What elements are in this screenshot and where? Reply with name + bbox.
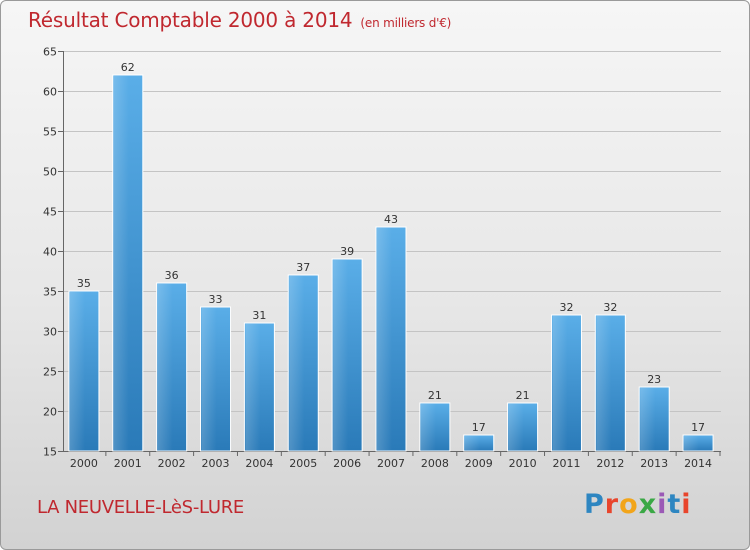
value-label-2011: 32 <box>559 301 573 314</box>
bar-shine <box>333 260 349 450</box>
bar-shine <box>508 404 524 450</box>
bar-shine <box>113 76 129 450</box>
y-tick-label: 35 <box>43 286 57 299</box>
y-tick-label: 55 <box>43 126 57 139</box>
logo-letter: t <box>667 489 681 520</box>
logo-letter: o <box>619 489 638 520</box>
y-tick-label: 15 <box>43 446 57 459</box>
bar-shine <box>420 404 436 450</box>
y-tick-label: 60 <box>43 86 57 99</box>
value-label-2004: 31 <box>252 309 266 322</box>
value-label-2010: 21 <box>516 389 530 402</box>
x-tick-label-2005: 2005 <box>289 457 317 470</box>
chart-title-text: Résultat Comptable 2000 à 2014 <box>28 8 353 32</box>
x-tick-label-2008: 2008 <box>421 457 449 470</box>
y-tick-label: 45 <box>43 206 57 219</box>
y-tick-label: 30 <box>43 326 57 339</box>
value-label-2012: 32 <box>603 301 617 314</box>
commune-name: LA NEUVELLE-LèS-LURE <box>37 497 244 518</box>
bar-shine <box>201 308 217 450</box>
y-tick-label: 40 <box>43 246 57 259</box>
value-label-2000: 35 <box>77 277 91 290</box>
value-label-2013: 23 <box>647 373 661 386</box>
x-tick-label-2003: 2003 <box>202 457 230 470</box>
value-label-2008: 21 <box>428 389 442 402</box>
value-label-2002: 36 <box>165 269 179 282</box>
value-label-2014: 17 <box>691 421 705 434</box>
bar-layer <box>68 74 714 452</box>
x-tick-label-2011: 2011 <box>552 457 580 470</box>
chart-title: Résultat Comptable 2000 à 2014 (en millie… <box>28 8 451 32</box>
x-tick-label-2010: 2010 <box>509 457 537 470</box>
bar-shine <box>157 284 173 450</box>
logo-letter: i <box>681 489 691 520</box>
y-tick-label: 25 <box>43 366 57 379</box>
bar-shine <box>684 436 700 450</box>
bar-shine <box>552 316 568 450</box>
y-tick-label: 65 <box>43 46 57 59</box>
x-tick-label-2002: 2002 <box>158 457 186 470</box>
bar-shine <box>596 316 612 450</box>
value-label-2003: 33 <box>209 293 223 306</box>
bar-shine <box>464 436 480 450</box>
label-layer: 35 62 36 33 31 37 39 43 21 17 21 32 32 23 17 <box>77 61 705 434</box>
x-tick-label-2001: 2001 <box>114 457 142 470</box>
logo-letter: r <box>604 489 619 520</box>
value-label-2001: 62 <box>121 61 135 74</box>
value-label-2005: 37 <box>296 261 310 274</box>
x-tick-label-2004: 2004 <box>245 457 273 470</box>
x-tick-label-2012: 2012 <box>596 457 624 470</box>
x-tick-label-2006: 2006 <box>333 457 361 470</box>
logo-letter: x <box>638 489 657 520</box>
x-tick-label-2013: 2013 <box>640 457 668 470</box>
value-label-2006: 39 <box>340 245 354 258</box>
value-label-2009: 17 <box>472 421 486 434</box>
bar-shine <box>69 292 85 450</box>
bar-shine <box>245 324 261 450</box>
value-label-2007: 43 <box>384 213 398 226</box>
bar-shine <box>377 228 392 450</box>
chart-unit: (en milliers d'€) <box>360 16 452 30</box>
x-tick-label-2000: 2000 <box>70 457 98 470</box>
y-tick-label: 20 <box>43 406 57 419</box>
bar-shine <box>640 388 656 450</box>
proxiti-logo[interactable]: Proxiti <box>584 489 691 520</box>
bar-shine <box>289 276 305 450</box>
x-tick-label-2007: 2007 <box>377 457 405 470</box>
y-tick-label: 50 <box>43 166 57 179</box>
x-tick-label-2009: 2009 <box>465 457 493 470</box>
logo-letter: i <box>657 489 667 520</box>
logo-letter: P <box>584 489 604 520</box>
x-tick-label-2014: 2014 <box>684 457 712 470</box>
